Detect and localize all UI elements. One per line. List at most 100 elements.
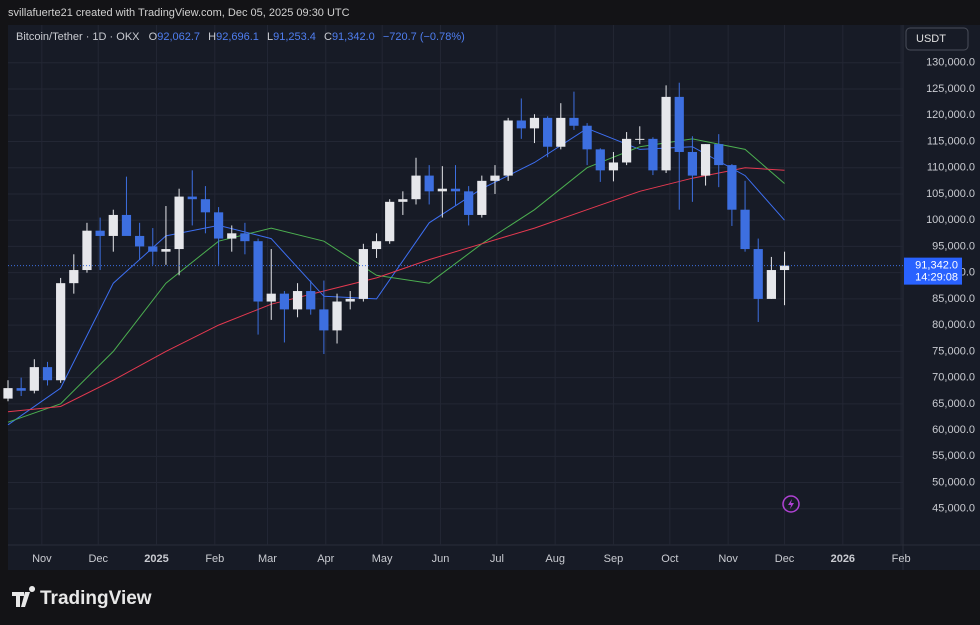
symbol: Bitcoin/Tether · 1D · OKX bbox=[16, 31, 140, 43]
candle-body bbox=[714, 144, 724, 166]
candle-body bbox=[740, 209, 750, 250]
candle-body bbox=[371, 241, 382, 250]
x-tick-label: 2026 bbox=[831, 553, 855, 565]
candle-body bbox=[121, 214, 132, 236]
legend-key: O bbox=[148, 31, 158, 43]
candle-body bbox=[358, 249, 368, 299]
x-tick-label: Aug bbox=[545, 553, 565, 565]
x-tick-label: Apr bbox=[317, 553, 334, 565]
candle-body bbox=[424, 175, 434, 192]
legend-value: 92,696.1 bbox=[216, 31, 259, 43]
candle-body bbox=[108, 214, 118, 236]
y-tick-label: 115,000.0 bbox=[927, 135, 975, 147]
candle-body bbox=[69, 270, 79, 284]
y-tick-label: 85,000.0 bbox=[932, 293, 975, 305]
candle-body bbox=[332, 301, 342, 331]
candle-body bbox=[213, 212, 224, 239]
candle-body bbox=[42, 367, 53, 381]
legend: Bitcoin/Tether · 1D · OKX O92,062.7 H92,… bbox=[16, 31, 470, 43]
candle-body bbox=[635, 138, 645, 140]
candle-body bbox=[503, 120, 513, 176]
y-tick-label: 60,000.0 bbox=[932, 424, 975, 436]
y-tick-label: 65,000.0 bbox=[932, 398, 975, 410]
currency-box bbox=[905, 27, 969, 51]
candle-body bbox=[385, 201, 395, 242]
candle-body bbox=[437, 188, 447, 192]
y-tick-label: 110,000.0 bbox=[927, 162, 975, 174]
candle-body bbox=[174, 196, 184, 250]
candle-body bbox=[16, 388, 26, 391]
y-tick-label: 130,000.0 bbox=[926, 57, 975, 69]
x-tick-label: Feb bbox=[892, 553, 911, 565]
candle-body bbox=[490, 175, 500, 181]
x-tick-label: May bbox=[372, 553, 393, 565]
candle-body bbox=[161, 249, 171, 252]
x-tick-label: Jul bbox=[490, 553, 504, 565]
candle-body bbox=[661, 96, 671, 171]
candle-body bbox=[3, 388, 13, 399]
candle-body bbox=[95, 230, 105, 236]
time-axis bbox=[8, 545, 980, 570]
candle-body bbox=[674, 96, 684, 152]
candle-body bbox=[687, 151, 698, 176]
candle-body bbox=[200, 199, 211, 213]
alert-icon[interactable] bbox=[782, 495, 800, 513]
y-tick-label: 75,000.0 bbox=[932, 345, 975, 357]
legend-key: H bbox=[208, 31, 217, 43]
candle-body bbox=[279, 293, 290, 310]
candle-body bbox=[477, 180, 487, 215]
currency: USDT bbox=[916, 33, 946, 45]
candle-body bbox=[569, 117, 579, 126]
x-tick-label: Sep bbox=[604, 553, 624, 565]
y-tick-label: 50,000.0 bbox=[932, 476, 975, 488]
y-tick-label: 100,000.0 bbox=[926, 214, 975, 226]
candle-body bbox=[306, 291, 316, 310]
x-tick-label: 2025 bbox=[144, 553, 168, 565]
candle-body bbox=[753, 249, 763, 299]
y-tick-label: 45,000.0 bbox=[932, 503, 975, 515]
candle-body bbox=[135, 235, 145, 247]
candle-body bbox=[556, 117, 566, 147]
candle-body bbox=[595, 149, 605, 171]
x-tick-label: Dec bbox=[775, 553, 795, 565]
x-tick-label: Oct bbox=[661, 553, 678, 565]
legend-value: 91,342.0 bbox=[331, 31, 375, 43]
candle-body bbox=[411, 175, 421, 200]
y-tick-label: 105,000.0 bbox=[926, 188, 975, 200]
candle-body bbox=[608, 162, 619, 171]
y-tick-label: 80,000.0 bbox=[932, 319, 975, 331]
legend-value: 91,253.4 bbox=[273, 31, 316, 43]
candle-body bbox=[779, 265, 790, 271]
y-tick-label: 55,000.0 bbox=[932, 450, 975, 462]
brand: TradingView bbox=[40, 588, 152, 609]
legend-change: −720.7 (−0.78%) bbox=[382, 31, 465, 43]
x-tick-label: Nov bbox=[32, 553, 52, 565]
moving-average bbox=[7, 167, 785, 413]
x-tick-label: Jun bbox=[432, 553, 450, 565]
price-axis bbox=[903, 25, 980, 545]
y-tick-label: 70,000.0 bbox=[932, 372, 975, 384]
candle-body bbox=[227, 233, 237, 239]
y-tick-label: 95,000.0 bbox=[932, 240, 975, 252]
candle-body bbox=[82, 230, 92, 271]
candle-body bbox=[700, 144, 711, 176]
candle-body bbox=[529, 117, 540, 129]
y-tick-label: 125,000.0 bbox=[926, 83, 975, 95]
candle-body bbox=[29, 367, 39, 391]
x-tick-label: Dec bbox=[88, 553, 108, 565]
candle-body bbox=[621, 138, 632, 163]
countdown: 14:29:08 bbox=[915, 272, 958, 284]
attribution: svillafuerte21 created with TradingView.… bbox=[8, 7, 350, 19]
candle-body bbox=[766, 270, 776, 299]
x-tick-label: Feb bbox=[205, 553, 224, 565]
candle-body bbox=[398, 199, 408, 202]
candle-body bbox=[648, 138, 658, 171]
y-tick-label: 120,000.0 bbox=[926, 109, 975, 121]
candle-body bbox=[543, 117, 553, 147]
candle-body bbox=[292, 291, 303, 310]
alert-icon-bolt bbox=[788, 499, 794, 509]
candle-body bbox=[319, 309, 329, 331]
x-tick-label: Mar bbox=[258, 553, 277, 565]
candle-body bbox=[450, 188, 461, 192]
